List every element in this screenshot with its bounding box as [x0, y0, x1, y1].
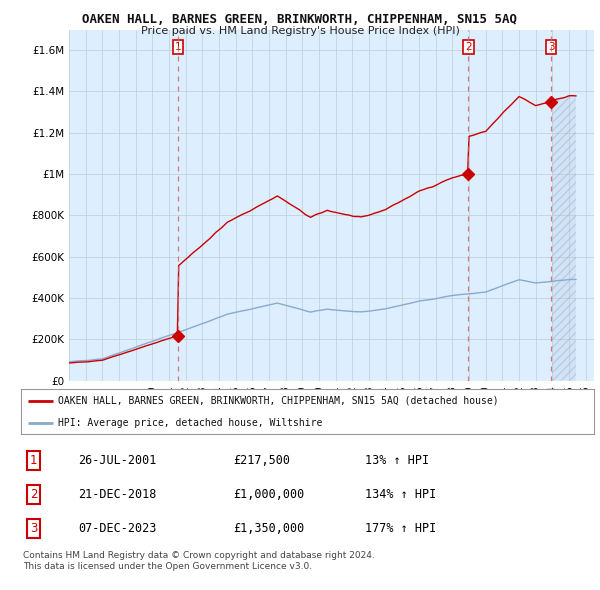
Text: £1,000,000: £1,000,000: [233, 489, 304, 502]
Text: £1,350,000: £1,350,000: [233, 522, 304, 535]
Text: 13% ↑ HPI: 13% ↑ HPI: [365, 454, 429, 467]
Text: This data is licensed under the Open Government Licence v3.0.: This data is licensed under the Open Gov…: [23, 562, 312, 571]
Text: £217,500: £217,500: [233, 454, 290, 467]
Text: HPI: Average price, detached house, Wiltshire: HPI: Average price, detached house, Wilt…: [58, 418, 323, 428]
Text: 1: 1: [30, 454, 37, 467]
Text: 177% ↑ HPI: 177% ↑ HPI: [365, 522, 436, 535]
Text: 07-DEC-2023: 07-DEC-2023: [79, 522, 157, 535]
Text: Contains HM Land Registry data © Crown copyright and database right 2024.: Contains HM Land Registry data © Crown c…: [23, 551, 374, 560]
Text: 1: 1: [175, 42, 182, 52]
Text: 2: 2: [30, 489, 37, 502]
Text: OAKEN HALL, BARNES GREEN, BRINKWORTH, CHIPPENHAM, SN15 5AQ (detached house): OAKEN HALL, BARNES GREEN, BRINKWORTH, CH…: [58, 396, 499, 406]
Text: 3: 3: [30, 522, 37, 535]
Text: 26-JUL-2001: 26-JUL-2001: [79, 454, 157, 467]
Text: 134% ↑ HPI: 134% ↑ HPI: [365, 489, 436, 502]
Text: OAKEN HALL, BARNES GREEN, BRINKWORTH, CHIPPENHAM, SN15 5AQ: OAKEN HALL, BARNES GREEN, BRINKWORTH, CH…: [83, 13, 517, 26]
Text: Price paid vs. HM Land Registry's House Price Index (HPI): Price paid vs. HM Land Registry's House …: [140, 26, 460, 36]
Text: 21-DEC-2018: 21-DEC-2018: [79, 489, 157, 502]
Text: 2: 2: [465, 42, 472, 52]
Text: 3: 3: [548, 42, 554, 52]
